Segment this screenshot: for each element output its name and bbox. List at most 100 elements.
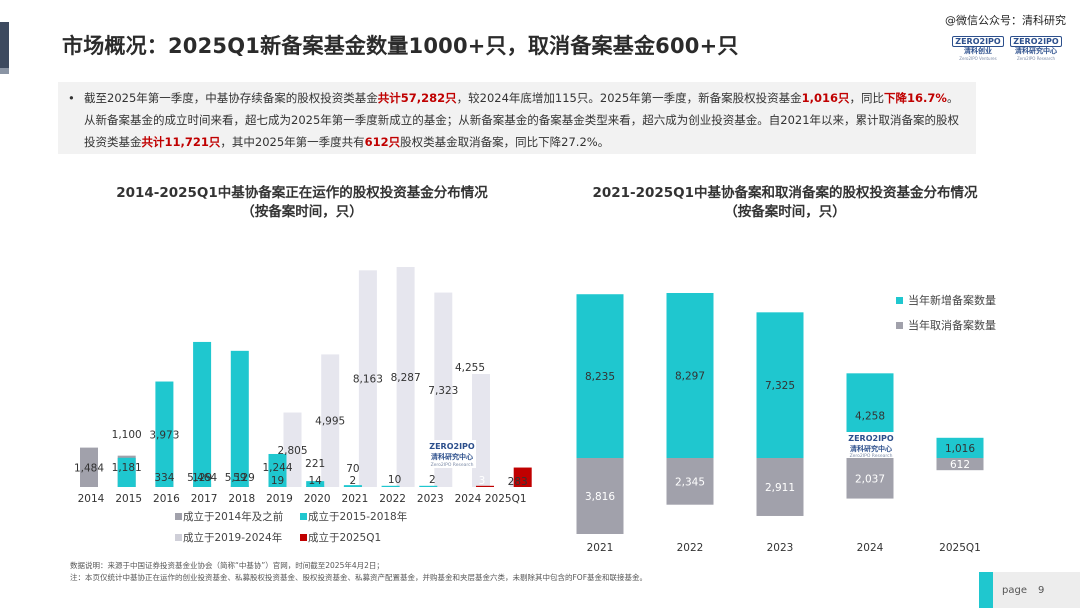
watermark-logo-bg <box>845 432 897 458</box>
bar-当年取消备案数量-2024 <box>846 458 894 499</box>
data-label: 2,037 <box>855 473 885 485</box>
summary-segment: 股权类基金取消备案，同比下降27.2%。 <box>400 135 610 149</box>
page-label: page <box>1002 585 1027 596</box>
data-label: 612 <box>950 459 970 471</box>
data-label: 5,129 <box>225 472 255 484</box>
legend-label: 成立于2014年及之前 <box>183 510 283 523</box>
page-number: 9 <box>1038 585 1045 596</box>
x-tick-label: 2025Q1 <box>485 493 527 505</box>
data-label: 2,805 <box>277 445 307 457</box>
bar-成立于2019-2024年-2024 <box>472 374 490 487</box>
watermark-logo-wordmark: ZERO2IPO <box>429 442 475 451</box>
right-chart-subtitle: （按备案时间，只） <box>724 204 846 220</box>
x-tick-label: 2025Q1 <box>939 542 981 554</box>
x-tick-label: 2024 <box>857 542 884 554</box>
bar-成立于2015-2018年-2016 <box>155 381 174 487</box>
bar-成立于2015-2018年-2023 <box>419 485 438 487</box>
data-label: 59 <box>233 472 246 484</box>
zero2ipo-ventures-logo: ZERO2IPO 清科创业 Zero2IPO Ventures <box>952 36 1004 62</box>
x-tick-label: 2016 <box>153 493 180 505</box>
page-indicator-box <box>979 572 1080 608</box>
data-label: 2,345 <box>675 476 705 488</box>
legend-label: 当年取消备案数量 <box>908 318 996 332</box>
data-label: 2 <box>350 475 357 487</box>
summary-box: • 截至2025年第一季度，中基协存续备案的股权投资类基金共计57,282只，较… <box>58 82 976 154</box>
data-label: 8,163 <box>353 374 383 386</box>
data-label: 70 <box>346 463 359 475</box>
bar-成立于2015-2018年-2022 <box>381 485 400 487</box>
bar-当年取消备案数量-2025Q1 <box>936 458 984 471</box>
bar-成立于2015-2018年-2017 <box>193 341 212 487</box>
footnotes: 数据说明：来源于中国证券投资基金业协会（简称“中基协”）官网，时间截至2025年… <box>70 560 647 584</box>
data-label: 1,244 <box>262 462 292 474</box>
bar-成立于2014年及之前-2014 <box>80 447 98 487</box>
data-label: 1,016 <box>945 443 975 455</box>
left-chart-title: 2014-2025Q1中基协备案正在运作的股权投资基金分布情况 （按备案时间，只… <box>52 184 552 222</box>
right-chart-title: 2021-2025Q1中基协备案和取消备案的股权投资基金分布情况 （按备案时间，… <box>535 184 1035 222</box>
watermark-logo-bg <box>428 440 476 468</box>
data-label: 14 <box>309 475 323 487</box>
summary-highlight: 下降16.7% <box>884 91 947 105</box>
summary-segment: ，其中2025年第一季度共有 <box>220 135 365 149</box>
bar-成立于2025Q1-2025Q1 <box>513 467 532 487</box>
bar-当年新增备案数量-2022 <box>666 293 714 458</box>
data-label: 129 <box>192 472 212 484</box>
data-label: 3 <box>479 475 486 487</box>
bar-成立于2019-2024年-2019 <box>283 412 302 487</box>
bar-当年新增备案数量-2025Q1 <box>936 437 984 458</box>
data-source-note: 数据说明：来源于中国证券投资基金业协会（简称“中基协”）官网，时间截至2025年… <box>70 561 384 570</box>
logo-en-name: Zero2IPO Research <box>1016 56 1056 61</box>
bar-成立于2019-2024年-2021 <box>358 270 377 487</box>
legend-swatch <box>175 513 182 520</box>
bar-成立于2025Q1-2024 <box>476 485 494 487</box>
x-tick-label: 2017 <box>191 493 218 505</box>
data-label: 19 <box>271 475 284 487</box>
summary-segment: ，同比 <box>849 91 885 105</box>
data-label: 3,973 <box>149 429 179 441</box>
data-label: 3,816 <box>585 491 615 503</box>
bar-成立于2019-2024年-2022 <box>396 267 415 487</box>
data-label: 2,911 <box>765 482 795 494</box>
summary-segment: ，较2024年底增加115只。2025年第一季度，新备案股权投资基金 <box>456 91 802 105</box>
summary-bullet: • <box>68 91 75 105</box>
data-label: 4,255 <box>455 362 485 374</box>
data-label: 5,464 <box>187 472 217 484</box>
legend-label: 当年新增备案数量 <box>908 293 996 307</box>
x-tick-label: 2022 <box>677 542 704 554</box>
logo-wordmark: ZERO2IPO <box>952 36 1004 47</box>
data-label: 10 <box>388 474 401 486</box>
bar-成立于2015-2018年-2018 <box>230 350 249 487</box>
right-chart-title-main: 2021-2025Q1中基协备案和取消备案的股权投资基金分布情况 <box>592 185 978 201</box>
legend-swatch <box>896 322 903 329</box>
bar-成立于2019-2024年-2023 <box>434 292 453 487</box>
page-indicator-accent <box>979 572 993 608</box>
x-tick-label: 2015 <box>115 493 142 505</box>
data-label: 2 <box>429 474 436 486</box>
watermark: @微信公众号：清科研究 <box>945 14 1066 27</box>
logo-wordmark: ZERO2IPO <box>1010 36 1062 47</box>
legend-swatch <box>300 513 307 520</box>
data-label: 1,181 <box>112 462 142 474</box>
bar-成立于2015-2018年-2020 <box>306 481 325 487</box>
data-label: 733 <box>508 457 528 469</box>
summary-highlight: 共计57,282只 <box>377 91 457 105</box>
x-tick-label: 2014 <box>78 493 105 505</box>
bar-当年新增备案数量-2021 <box>576 294 624 458</box>
x-tick-label: 2022 <box>379 493 406 505</box>
data-label: 8,287 <box>391 372 421 384</box>
data-label: 4,258 <box>855 411 885 423</box>
data-label: 7,325 <box>765 380 795 392</box>
data-label: 1,100 <box>112 429 142 441</box>
legend-swatch <box>175 534 182 541</box>
left-chart-title-main: 2014-2025Q1中基协备案正在运作的股权投资基金分布情况 <box>116 185 488 201</box>
summary-text: 截至2025年第一季度，中基协存续备案的股权投资类基金共计57,282只，较20… <box>84 91 959 149</box>
summary-highlight: 1,016只 <box>801 91 850 105</box>
bar-成立于2015-2018年-2021 <box>343 485 362 487</box>
left-chart-subtitle: （按备案时间，只） <box>241 204 363 220</box>
watermark-logo-wordmark: ZERO2IPO <box>848 434 894 443</box>
watermark-logo-cn: 清科研究中心 <box>850 444 892 453</box>
legend-swatch <box>300 534 307 541</box>
summary-highlight: 612只 <box>364 135 401 149</box>
x-tick-label: 2021 <box>587 542 614 554</box>
